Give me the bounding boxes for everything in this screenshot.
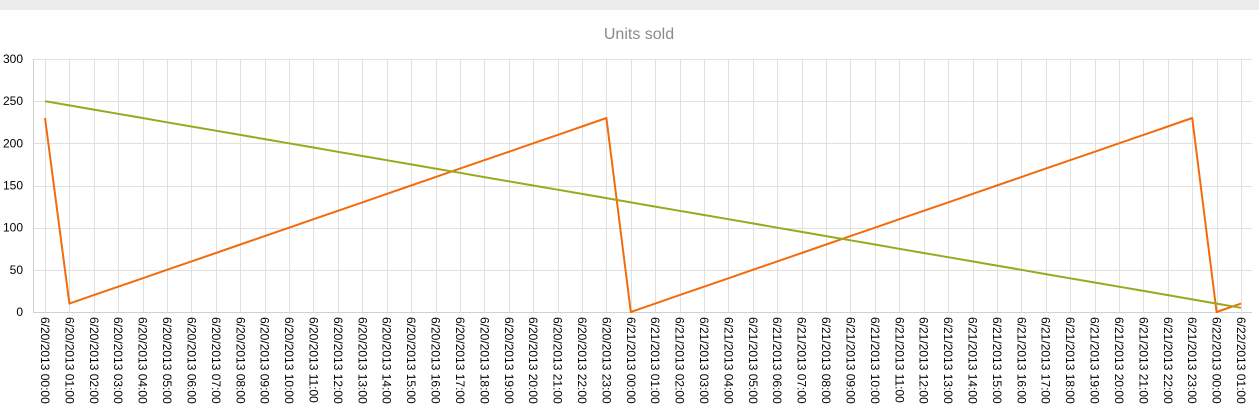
x-tick-label: 6/21/2013 08:00 xyxy=(819,317,833,404)
y-tick-label: 150 xyxy=(3,179,23,193)
x-tick-label: 6/20/2013 14:00 xyxy=(380,317,394,404)
x-tick-label: 6/20/2013 01:00 xyxy=(62,317,76,404)
x-tick-label: 6/20/2013 09:00 xyxy=(258,317,272,404)
grid xyxy=(33,59,1252,313)
y-tick-label: 300 xyxy=(3,52,23,66)
x-tick-label: 6/21/2013 15:00 xyxy=(990,317,1004,404)
x-tick-label: 6/21/2013 10:00 xyxy=(868,317,882,404)
x-tick-label: 6/20/2013 21:00 xyxy=(551,317,565,404)
y-tick-label: 200 xyxy=(3,136,23,150)
x-tick-label: 6/21/2013 22:00 xyxy=(1161,317,1175,404)
x-tick-label: 6/20/2013 18:00 xyxy=(477,317,491,404)
x-tick-label: 6/20/2013 12:00 xyxy=(331,317,345,404)
x-tick-label: 6/20/2013 08:00 xyxy=(233,317,247,404)
y-tick-label: 100 xyxy=(3,221,23,235)
x-tick-label: 6/21/2013 12:00 xyxy=(917,317,931,404)
x-tick-label: 6/21/2013 23:00 xyxy=(1185,317,1199,404)
x-tick-label: 6/21/2013 19:00 xyxy=(1088,317,1102,404)
x-axis-ticks: 6/20/2013 00:00 6/20/2013 01:00 6/20/2013 … xyxy=(38,317,1248,404)
x-tick-label: 6/20/2013 02:00 xyxy=(87,317,101,404)
x-tick-label: 6/20/2013 15:00 xyxy=(404,317,418,404)
x-tick-label: 6/21/2013 09:00 xyxy=(843,317,857,404)
x-tick-label: 6/21/2013 13:00 xyxy=(941,317,955,404)
top-bar xyxy=(0,0,1259,10)
y-axis-ticks: 0 50 100 150 200 250 300 xyxy=(3,52,23,319)
x-tick-label: 6/21/2013 14:00 xyxy=(966,317,980,404)
x-tick-label: 6/21/2013 06:00 xyxy=(770,317,784,404)
chart-container: Units sold 0 50 100 150 200 250 300 6/20/2013 … xyxy=(0,10,1259,411)
x-tick-label: 6/20/2013 10:00 xyxy=(282,317,296,404)
x-tick-label: 6/20/2013 03:00 xyxy=(111,317,125,404)
x-tick-label: 6/20/2013 11:00 xyxy=(306,317,320,403)
x-tick-label: 6/22/2013 00:00 xyxy=(1210,317,1224,404)
x-tick-label: 6/21/2013 21:00 xyxy=(1136,317,1150,404)
x-tick-label: 6/21/2013 04:00 xyxy=(721,317,735,404)
x-tick-label: 6/20/2013 04:00 xyxy=(136,317,150,404)
x-tick-label: 6/21/2013 16:00 xyxy=(1014,317,1028,404)
x-tick-label: 6/20/2013 17:00 xyxy=(453,317,467,404)
y-tick-label: 0 xyxy=(16,305,23,319)
chart-title: Units sold xyxy=(604,26,674,43)
y-tick-label: 250 xyxy=(3,94,23,108)
x-tick-label: 6/20/2013 22:00 xyxy=(575,317,589,404)
x-tick-label: 6/21/2013 20:00 xyxy=(1112,317,1126,404)
x-tick-label: 6/21/2013 07:00 xyxy=(795,317,809,404)
x-tick-label: 6/21/2013 18:00 xyxy=(1063,317,1077,404)
x-tick-label: 6/20/2013 19:00 xyxy=(502,317,516,404)
x-tick-label: 6/20/2013 13:00 xyxy=(355,317,369,404)
x-tick-label: 6/20/2013 23:00 xyxy=(599,317,613,404)
x-tick-label: 6/21/2013 05:00 xyxy=(746,317,760,404)
x-tick-label: 6/21/2013 11:00 xyxy=(892,317,906,403)
x-tick-label: 6/21/2013 17:00 xyxy=(1039,317,1053,404)
series-line-2 xyxy=(44,100,1242,309)
x-tick-label: 6/20/2013 16:00 xyxy=(429,317,443,404)
x-tick-label: 6/21/2013 01:00 xyxy=(648,317,662,404)
x-tick-label: 6/21/2013 02:00 xyxy=(673,317,687,404)
x-tick-label: 6/20/2013 06:00 xyxy=(184,317,198,404)
units-sold-chart: Units sold 0 50 100 150 200 250 300 6/20/2013 … xyxy=(3,26,1252,404)
x-tick-label: 6/20/2013 00:00 xyxy=(38,317,52,404)
x-tick-label: 6/22/2013 01:00 xyxy=(1234,317,1248,404)
x-tick-label: 6/21/2013 00:00 xyxy=(624,317,638,404)
x-tick-label: 6/20/2013 05:00 xyxy=(160,317,174,404)
series-lines xyxy=(44,100,1242,313)
x-tick-label: 6/20/2013 20:00 xyxy=(526,317,540,404)
x-tick-label: 6/20/2013 07:00 xyxy=(209,317,223,404)
series-line-1 xyxy=(44,117,1242,313)
y-tick-label: 50 xyxy=(10,263,24,277)
x-tick-label: 6/21/2013 03:00 xyxy=(697,317,711,404)
